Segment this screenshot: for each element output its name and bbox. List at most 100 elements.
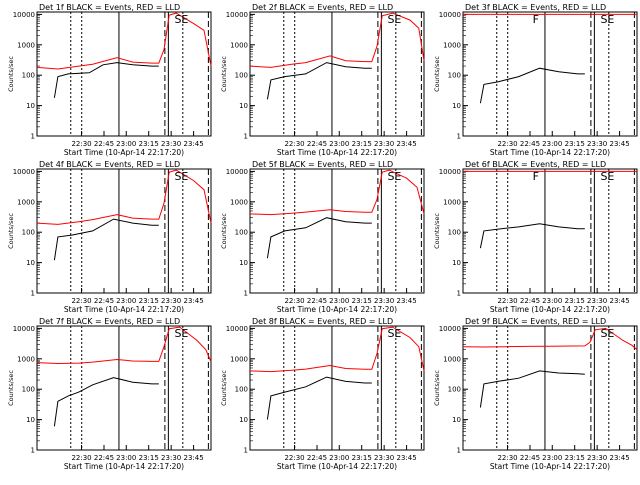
y-tick-label: 1000	[443, 41, 461, 49]
y-tick-label: 1000	[230, 355, 248, 363]
chart-title: Det 2f BLACK = Events, RED = LLD	[252, 3, 393, 12]
x-tick-label: 23:30	[161, 297, 181, 305]
lld-series-line	[249, 326, 425, 373]
chart-title: Det 5f BLACK = Events, RED = LLD	[252, 160, 393, 169]
y-tick-label: 10	[239, 416, 248, 424]
flag-label-se: SE	[600, 170, 614, 183]
x-axis-label: Start Time (10-Apr-14 22:17:20)	[490, 462, 610, 471]
y-tick-label: 1	[457, 290, 461, 298]
y-tick-label: 100	[235, 229, 248, 237]
x-axis-label: Start Time (10-Apr-14 22:17:20)	[277, 462, 397, 471]
events-series-line	[53, 377, 159, 427]
x-tick-label: 23:00	[329, 140, 349, 148]
x-tick-label: 22:30	[71, 140, 91, 148]
y-tick-label: 1	[244, 447, 248, 455]
y-tick-label: 10000	[439, 11, 461, 19]
x-axis-label: Start Time (10-Apr-14 22:17:20)	[277, 148, 397, 157]
y-tick-label: 10	[26, 259, 35, 267]
x-tick-label: 22:30	[497, 140, 517, 148]
x-tick-label: 22:45	[520, 454, 540, 462]
chart-panel-8: Det 8f BLACK = Events, RED = LLD 1 10 100 10…	[220, 317, 425, 471]
flag-label-f: F	[533, 170, 539, 183]
chart-title: Det 4f BLACK = Events, RED = LLD	[39, 160, 180, 169]
lld-series-line	[36, 169, 212, 225]
x-tick-label: 23:15	[565, 297, 585, 305]
x-axis-label: Start Time (10-Apr-14 22:17:20)	[64, 148, 184, 157]
y-tick-label: 1000	[230, 198, 248, 206]
flag-label-se: SE	[387, 170, 401, 183]
x-tick-label: 23:00	[329, 297, 349, 305]
y-tick-label: 10	[239, 259, 248, 267]
x-tick-label: 22:30	[497, 297, 517, 305]
chart-title: Det 6f BLACK = Events, RED = LLD	[465, 160, 606, 169]
x-tick-label: 22:45	[94, 297, 114, 305]
y-axis-label: Counts/sec	[433, 56, 441, 92]
plot-frame	[462, 11, 638, 137]
y-axis-label: Counts/sec	[433, 370, 441, 406]
flag-label-se: SE	[387, 13, 401, 26]
chart-title: Det 3f BLACK = Events, RED = LLD	[465, 3, 606, 12]
events-series-line	[53, 218, 159, 261]
x-axis-label: Start Time (10-Apr-14 22:17:20)	[490, 305, 610, 314]
chart-panel-1: Det 1f BLACK = Events, RED = LLD 1 10 100 10…	[7, 3, 212, 157]
x-tick-label: 23:15	[139, 140, 159, 148]
y-tick-label: 1	[31, 447, 35, 455]
x-tick-label: 23:15	[352, 140, 372, 148]
plot-frame	[36, 325, 212, 451]
x-tick-label: 22:45	[520, 297, 540, 305]
x-tick-label: 23:45	[184, 454, 204, 462]
plot-frame	[249, 11, 425, 137]
flag-label-se: SE	[174, 327, 188, 340]
y-tick-label: 100	[235, 72, 248, 80]
x-tick-label: 23:45	[184, 140, 204, 148]
y-axis-label: Counts/sec	[7, 56, 15, 92]
chart-panel-7: Det 7f BLACK = Events, RED = LLD 1 10 100 10…	[7, 317, 212, 471]
flag-label-se: SE	[174, 13, 188, 26]
y-tick-label: 100	[235, 386, 248, 394]
x-tick-label: 23:30	[587, 454, 607, 462]
x-tick-label: 23:15	[565, 140, 585, 148]
flag-label-se: SE	[600, 327, 614, 340]
y-tick-label: 10000	[439, 325, 461, 333]
y-axis-label: Counts/sec	[7, 213, 15, 249]
y-tick-label: 1	[457, 133, 461, 141]
y-tick-label: 10000	[13, 11, 35, 19]
chart-panel-3: Det 3f BLACK = Events, RED = LLD 1 10 100 10…	[433, 3, 638, 157]
x-tick-label: 23:45	[397, 140, 417, 148]
x-tick-label: 22:30	[284, 140, 304, 148]
y-tick-label: 10000	[439, 168, 461, 176]
x-tick-label: 22:30	[71, 297, 91, 305]
x-tick-label: 22:45	[307, 297, 327, 305]
y-tick-label: 1	[244, 133, 248, 141]
y-tick-label: 10	[239, 102, 248, 110]
events-series-line	[479, 370, 585, 408]
x-tick-label: 23:15	[139, 297, 159, 305]
y-tick-label: 10	[452, 416, 461, 424]
lld-series-line	[249, 12, 425, 68]
lld-series-line	[249, 169, 425, 216]
y-axis-label: Counts/sec	[7, 370, 15, 406]
y-tick-label: 1	[31, 133, 35, 141]
y-tick-label: 1000	[230, 41, 248, 49]
plot-frame	[249, 325, 425, 451]
flag-label-f: F	[533, 13, 539, 26]
y-axis-label: Counts/sec	[433, 213, 441, 249]
x-tick-label: 23:15	[565, 454, 585, 462]
events-series-line	[266, 376, 372, 420]
y-axis-label: Counts/sec	[220, 370, 228, 406]
y-tick-label: 1000	[443, 355, 461, 363]
x-tick-label: 23:30	[587, 297, 607, 305]
y-axis-label: Counts/sec	[220, 56, 228, 92]
x-tick-label: 23:00	[542, 297, 562, 305]
chart-panel-9: Det 9f BLACK = Events, RED = LLD 1 10 100 10…	[433, 317, 638, 471]
events-series-line	[266, 62, 372, 100]
chart-panel-6: Det 6f BLACK = Events, RED = LLD 1 10 100 10…	[433, 160, 638, 314]
x-tick-label: 23:45	[184, 297, 204, 305]
x-tick-label: 23:00	[329, 454, 349, 462]
y-tick-label: 10000	[226, 11, 248, 19]
chart-title: Det 7f BLACK = Events, RED = LLD	[39, 317, 180, 326]
x-tick-label: 22:45	[94, 140, 114, 148]
x-tick-label: 23:45	[397, 297, 417, 305]
x-tick-label: 23:00	[116, 297, 136, 305]
